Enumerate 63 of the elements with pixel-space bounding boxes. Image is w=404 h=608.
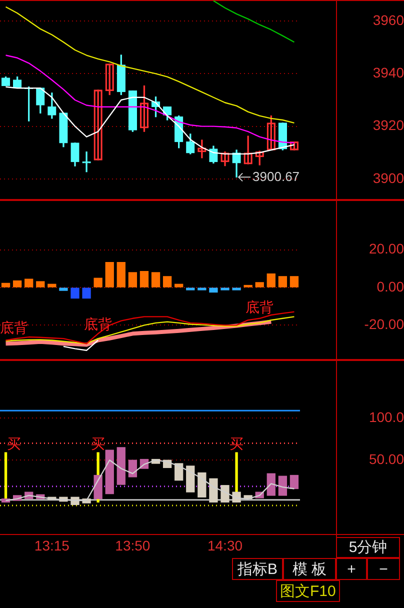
bar <box>128 460 138 478</box>
bar <box>151 272 160 288</box>
bar <box>244 284 252 288</box>
text: − <box>367 558 400 580</box>
data-label: 买 <box>7 435 21 452</box>
bar <box>12 280 22 288</box>
bar <box>209 288 218 293</box>
text: + <box>336 558 367 580</box>
y-tick-label: 100.0 <box>368 408 404 425</box>
bar <box>290 474 299 490</box>
bar <box>24 278 34 288</box>
bar <box>105 450 114 494</box>
bar <box>255 282 264 288</box>
y-tick-label: 3920 <box>372 117 404 134</box>
text: 指标B <box>232 558 283 580</box>
bar <box>59 288 68 291</box>
y-tick-label: 50.00 <box>368 450 404 467</box>
bar <box>266 273 276 288</box>
x-tick-label: 13:50 <box>115 537 150 554</box>
candlestick <box>94 90 102 160</box>
bar <box>70 288 80 299</box>
bar <box>48 284 56 288</box>
bar <box>82 288 91 299</box>
bar <box>105 262 114 288</box>
bar <box>140 271 149 288</box>
y-tick-label: 20.00 <box>368 240 404 257</box>
y-tick-label: 3900 <box>372 170 404 186</box>
bar <box>220 288 230 290</box>
bar <box>198 288 206 290</box>
bar <box>94 474 102 500</box>
data-label: 买 <box>230 435 244 452</box>
y-tick-label: -20.00 <box>364 316 404 332</box>
bar <box>162 276 172 288</box>
bar <box>278 476 288 496</box>
bar <box>186 288 195 290</box>
bar <box>116 447 126 485</box>
bar <box>278 276 288 288</box>
bar <box>220 485 230 503</box>
bar <box>1 282 10 288</box>
bar <box>116 262 126 288</box>
bar <box>36 281 45 288</box>
bar <box>174 463 184 481</box>
annotation: 3900.67 <box>252 168 300 184</box>
x-tick-label: 14:30 <box>207 537 243 554</box>
x-tick-label: 13:15 <box>34 537 70 554</box>
bar <box>186 466 195 492</box>
data-label: 底背 <box>0 319 28 336</box>
y-tick-label: 0.00 <box>376 278 404 294</box>
data-label: 底背 <box>246 298 274 315</box>
bar <box>266 473 276 496</box>
text: 模 板 <box>283 558 336 580</box>
y-tick-label: 3960 <box>372 12 404 28</box>
data-label: 买 <box>91 435 106 452</box>
bar <box>290 276 299 288</box>
bar <box>198 472 206 498</box>
bar <box>128 272 138 288</box>
bar <box>174 284 184 288</box>
bar <box>94 278 102 288</box>
bar <box>232 288 241 290</box>
text: 图文F10 <box>276 580 340 602</box>
text: 5分钟 <box>336 537 400 558</box>
y-tick-label: 3940 <box>372 64 404 81</box>
bar <box>209 478 218 503</box>
